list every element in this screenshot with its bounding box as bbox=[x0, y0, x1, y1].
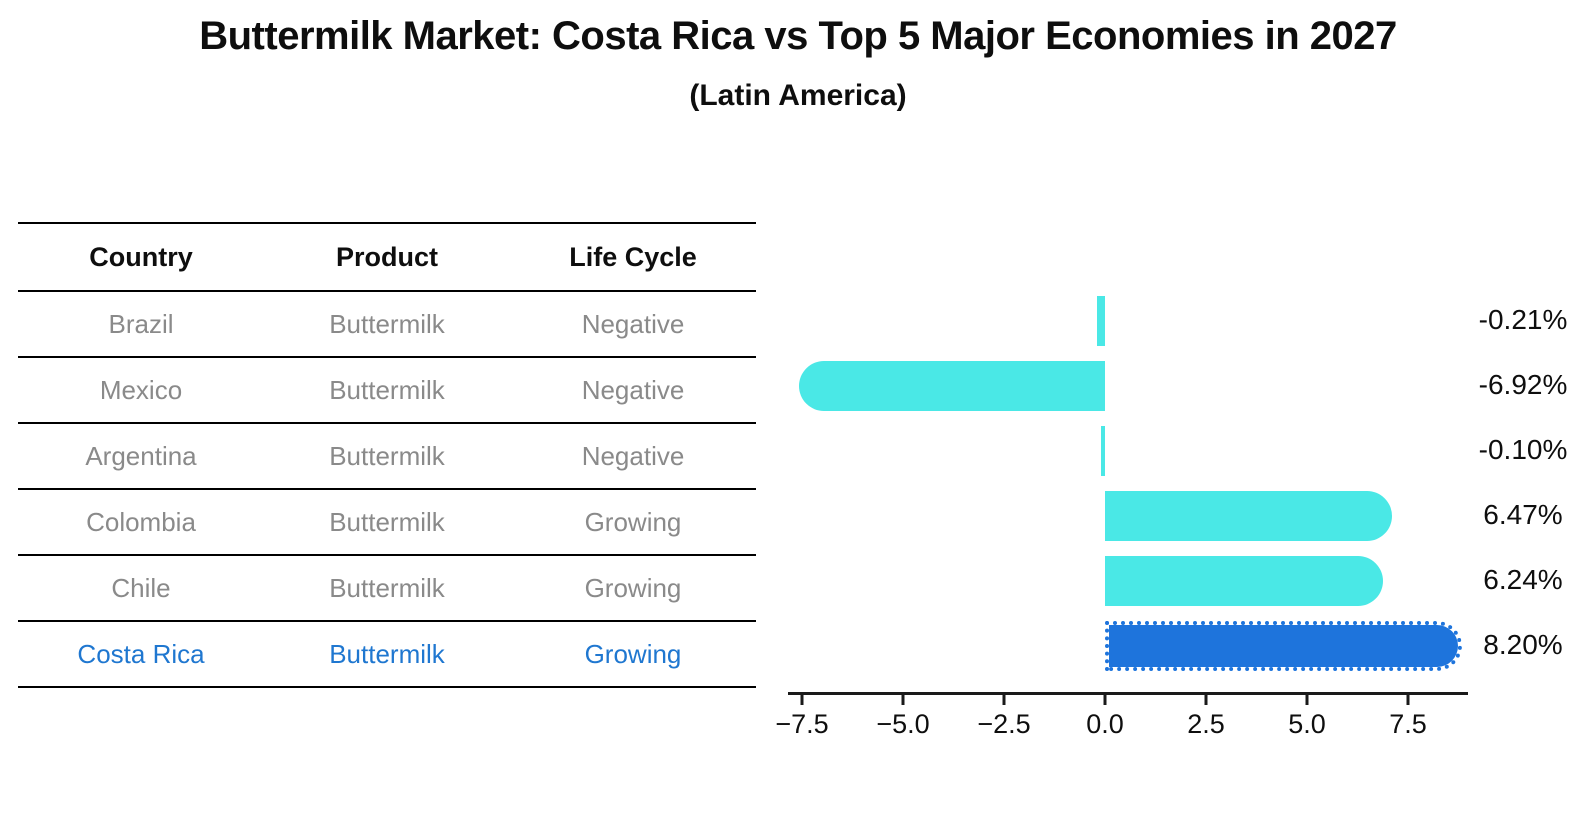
x-axis-tick-label: 2.5 bbox=[1187, 709, 1225, 739]
bar-argentina bbox=[1100, 425, 1105, 476]
country-table: Country Product Life Cycle Brazil Butter… bbox=[18, 222, 756, 688]
product-cell: Buttermilk bbox=[329, 440, 445, 471]
country-cell: Costa Rica bbox=[77, 638, 205, 669]
x-axis-line bbox=[788, 692, 1468, 695]
chart-subtitle: (Latin America) bbox=[689, 79, 907, 112]
product-cell: Buttermilk bbox=[329, 308, 445, 339]
x-axis-tick-label: 7.5 bbox=[1389, 709, 1427, 739]
country-cell: Chile bbox=[111, 572, 171, 603]
bar-value-label-mexico: -6.92% bbox=[1478, 368, 1568, 400]
country-cell: Argentina bbox=[85, 440, 197, 471]
x-axis-tick-label: −2.5 bbox=[977, 709, 1031, 739]
product-cell: Buttermilk bbox=[329, 506, 445, 537]
product-cell: Buttermilk bbox=[329, 374, 445, 405]
lifecycle-cell: Negative bbox=[581, 308, 685, 339]
x-axis-tick bbox=[1406, 695, 1410, 705]
lifecycle-cell: Negative bbox=[581, 440, 685, 471]
x-axis-tick-label: −5.0 bbox=[876, 709, 930, 739]
lifecycle-cell: Negative bbox=[581, 374, 685, 405]
table-row-costa-rica: Costa Rica Buttermilk Growing bbox=[18, 622, 756, 688]
bar-colombia bbox=[1105, 490, 1393, 541]
bar-value-label-chile: 6.24% bbox=[1483, 563, 1563, 595]
table-header-row: Country Product Life Cycle bbox=[18, 224, 756, 292]
table-row-colombia: Colombia Buttermilk Growing bbox=[18, 490, 756, 556]
bar-mexico bbox=[799, 360, 1105, 411]
table-row-argentina: Argentina Buttermilk Negative bbox=[18, 424, 756, 490]
country-cell: Mexico bbox=[99, 374, 183, 405]
table-row-mexico: Mexico Buttermilk Negative bbox=[18, 358, 756, 424]
bar-value-label-costa-rica: 8.20% bbox=[1483, 628, 1563, 660]
lifecycle-cell: Growing bbox=[584, 506, 682, 537]
table-row-brazil: Brazil Buttermilk Negative bbox=[18, 292, 756, 358]
bar-plot: −7.5 −5.0 −2.5 0.0 2.5 5.0 7.5 bbox=[775, 222, 1468, 739]
bar-value-label-argentina: -0.10% bbox=[1478, 433, 1568, 465]
column-header-country: Country bbox=[89, 241, 193, 272]
lifecycle-cell: Growing bbox=[584, 638, 682, 669]
table-row-chile: Chile Buttermilk Growing bbox=[18, 556, 756, 622]
x-axis-tick bbox=[1002, 695, 1006, 705]
x-axis-tick-label: 0.0 bbox=[1086, 709, 1124, 739]
product-cell: Buttermilk bbox=[329, 572, 445, 603]
bar-chile bbox=[1105, 555, 1384, 606]
product-cell: Buttermilk bbox=[329, 638, 445, 669]
bar-value-label-colombia: 6.47% bbox=[1483, 498, 1563, 530]
chart-title: Buttermilk Market: Costa Rica vs Top 5 M… bbox=[199, 14, 1397, 58]
country-cell: Brazil bbox=[108, 308, 174, 339]
column-header-product: Product bbox=[335, 241, 438, 272]
x-axis-tick bbox=[1103, 695, 1107, 705]
lifecycle-cell: Growing bbox=[584, 572, 682, 603]
x-axis-tick bbox=[1204, 695, 1208, 705]
x-axis-tick bbox=[901, 695, 905, 705]
bar-value-label-brazil: -0.21% bbox=[1478, 303, 1568, 335]
country-cell: Colombia bbox=[86, 506, 196, 537]
bar-brazil bbox=[1096, 295, 1105, 346]
x-axis-tick bbox=[800, 695, 804, 705]
column-header-lifecycle: Life Cycle bbox=[569, 241, 697, 272]
bar-costa-rica bbox=[1105, 620, 1463, 671]
x-axis-tick-label: −7.5 bbox=[775, 709, 829, 739]
x-axis-tick bbox=[1305, 695, 1309, 705]
x-axis-tick-label: 5.0 bbox=[1288, 709, 1326, 739]
